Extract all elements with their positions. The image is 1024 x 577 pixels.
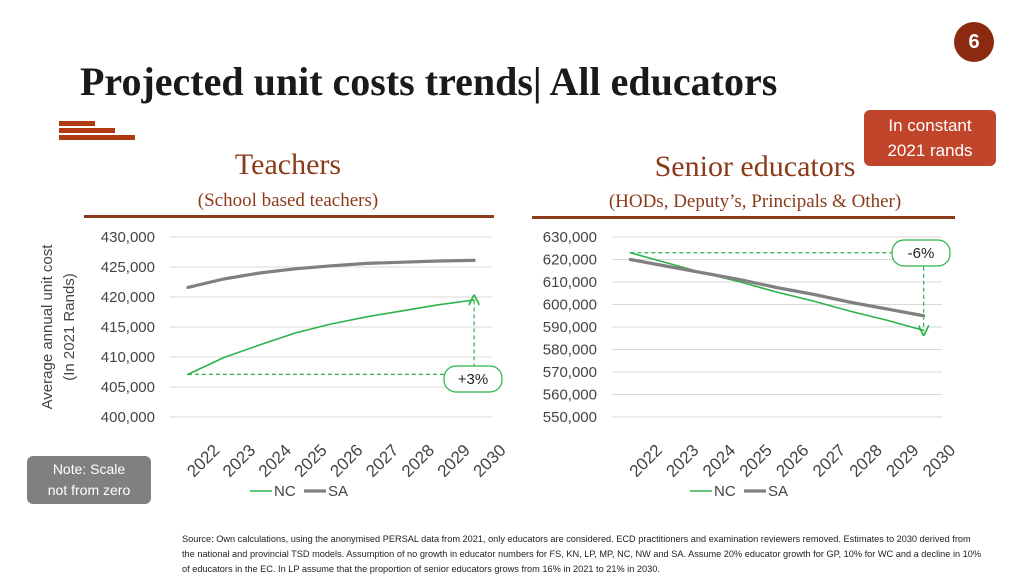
y-tick-label: 610,000 [543, 274, 597, 291]
y-tick-label: 425,000 [101, 259, 155, 276]
x-tick-label: 2024 [255, 441, 295, 481]
senior-panel-rule [532, 216, 955, 219]
y-tick-label: 580,000 [543, 342, 597, 359]
scale-note: Note: Scale not from zero [27, 456, 151, 504]
y-tick-label: 415,000 [101, 319, 155, 336]
y-tick-label: 620,000 [543, 252, 597, 269]
constant-rands-line2: 2021 rands [887, 141, 973, 160]
senior-panel-subtitle: (HODs, Deputy’s, Principals & Other) [608, 191, 902, 212]
x-tick-label: 2027 [362, 441, 402, 481]
constant-rands-line1: In constant [888, 116, 972, 135]
senior-educators-chart: 550,000 560,000 570,000 580,000 590,000 600,0… [543, 229, 959, 500]
scale-note-line2: not from zero [47, 482, 131, 498]
y-tick-label: 405,000 [101, 379, 155, 396]
teachers-panel-title: Teachers [234, 148, 342, 181]
source-note: Source: Own calculations, using the anon… [182, 534, 982, 574]
annotation-box [443, 365, 503, 393]
x-tick-label: 2022 [183, 441, 223, 481]
y-tick-label: 420,000 [101, 289, 155, 306]
x-tick-label: 2026 [772, 441, 812, 481]
legend-label-nc: NC [714, 483, 736, 500]
y-axis-title-line2: (In 2021 Rands) [61, 273, 78, 381]
page-number-badge: 6 [954, 22, 994, 62]
x-tick-label: 2023 [662, 441, 702, 481]
series-line-sa [628, 257, 926, 318]
annotation-label: +3% [458, 371, 488, 388]
x-tick-label: 2022 [626, 441, 666, 481]
x-tick-label: 2030 [470, 441, 510, 481]
series-line-nc [629, 251, 925, 332]
y-tick-label: 590,000 [543, 319, 597, 336]
senior-panel-title: Senior educators [654, 150, 856, 183]
teachers-panel-rule [84, 215, 494, 218]
logo-bar-2 [59, 128, 115, 133]
teachers-chart: 400,000 405,000 410,000 415,000 420,000 425,0… [101, 229, 510, 500]
x-tick-label: 2027 [809, 441, 849, 481]
y-tick-label: 600,000 [543, 297, 597, 314]
logo-bar-1 [59, 121, 95, 126]
x-tick-label: 2026 [326, 441, 366, 481]
y-tick-label: 630,000 [543, 229, 597, 246]
y-axis-title-line1: Average annual unit cost [39, 244, 56, 410]
x-tick-label: 2028 [398, 441, 438, 481]
teachers-panel-subtitle: (School based teachers) [197, 190, 379, 211]
y-tick-label: 560,000 [543, 387, 597, 404]
scale-note-line1: Note: Scale [52, 461, 126, 477]
y-tick-label: 430,000 [101, 229, 155, 246]
annotation-box [891, 239, 951, 267]
x-tick-label: 2028 [846, 441, 886, 481]
x-tick-label: 2025 [736, 441, 776, 481]
y-tick-label: 400,000 [101, 409, 155, 426]
legend-label-sa: SA [328, 483, 348, 500]
x-tick-label: 2024 [699, 441, 739, 481]
x-tick-label: 2029 [434, 441, 474, 481]
series-line-nc [187, 299, 475, 376]
legend-label-nc: NC [274, 483, 296, 500]
logo-bar-3 [59, 135, 135, 140]
legend-label-sa: SA [768, 483, 788, 500]
page-title: Projected unit costs trends| All educato… [80, 59, 778, 104]
x-tick-label: 2025 [291, 441, 331, 481]
annotation-label: -6% [908, 245, 935, 262]
constant-rands-badge: In constant 2021 rands [864, 110, 996, 166]
x-tick-label: 2023 [219, 441, 259, 481]
series-line-sa [186, 258, 476, 289]
y-tick-label: 570,000 [543, 364, 597, 381]
x-tick-label: 2029 [882, 441, 922, 481]
y-tick-label: 410,000 [101, 349, 155, 366]
y-tick-label: 550,000 [543, 409, 597, 426]
x-tick-label: 2030 [919, 441, 959, 481]
